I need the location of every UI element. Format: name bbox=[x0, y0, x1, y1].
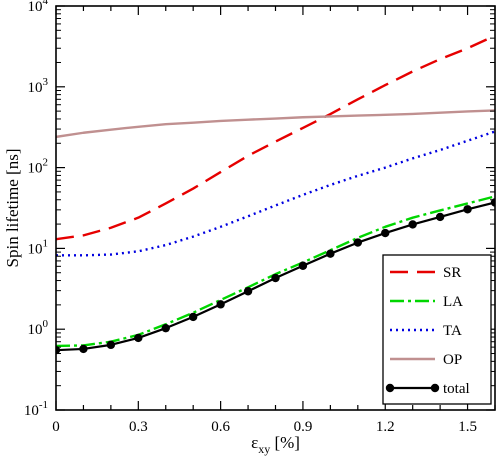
data-point-total bbox=[381, 228, 390, 238]
x-tick-label: 0.9 bbox=[294, 419, 313, 435]
data-point-total bbox=[216, 300, 225, 309]
legend: SR LA TA OP total bbox=[382, 254, 492, 405]
legend-label-sr: SR bbox=[443, 265, 461, 281]
data-point-total bbox=[56, 345, 61, 355]
data-point-total bbox=[161, 323, 170, 333]
y-tick-label: 104 bbox=[28, 0, 49, 15]
data-point-total bbox=[106, 340, 116, 350]
data-point-total bbox=[298, 261, 308, 270]
x-axis-label: εxy [%] bbox=[251, 433, 300, 456]
axes-layer: 0 0.3 0.6 0.9 1.2 1.5 10-1 100 101 102 103 104 εxy [… bbox=[3, 0, 496, 456]
y-tick-label: 102 bbox=[28, 157, 49, 177]
x-tick-label: 0.6 bbox=[211, 419, 230, 435]
data-point-total bbox=[435, 212, 445, 222]
legend-label-la: LA bbox=[443, 294, 463, 310]
y-tick-label: 101 bbox=[28, 237, 49, 257]
data-point-total bbox=[134, 333, 143, 343]
x-tick-label: 1.5 bbox=[458, 419, 477, 435]
x-tick-label: 1.2 bbox=[376, 419, 395, 435]
data-point-total bbox=[490, 198, 495, 207]
data-point-total bbox=[79, 344, 88, 354]
legend-marker-total bbox=[430, 383, 440, 393]
legend-label-op: OP bbox=[443, 352, 462, 368]
x-tick-label: 0 bbox=[52, 419, 60, 435]
data-point-total bbox=[353, 238, 363, 247]
data-point-total bbox=[243, 287, 253, 296]
y-axis-label: Spin lifetime [ns] bbox=[3, 149, 22, 268]
data-point-total bbox=[408, 220, 417, 229]
series-layer bbox=[56, 34, 495, 355]
x-tick-label: 0.3 bbox=[129, 419, 148, 435]
y-tick-label: 103 bbox=[28, 76, 49, 96]
data-point-total bbox=[326, 249, 335, 258]
legend-label-ta: TA bbox=[443, 323, 462, 339]
y-tick-label: 100 bbox=[28, 318, 49, 338]
legend-box bbox=[382, 254, 492, 405]
legend-marker-total bbox=[385, 383, 395, 393]
y-tick-label: 10-1 bbox=[24, 399, 48, 419]
data-point-total bbox=[463, 205, 472, 214]
legend-label-total: total bbox=[443, 381, 470, 397]
series-line-sr bbox=[56, 34, 495, 241]
data-point-total bbox=[271, 273, 280, 283]
data-point-total bbox=[188, 312, 198, 322]
series-line-ta bbox=[56, 130, 495, 257]
series-line-op bbox=[56, 109, 495, 139]
